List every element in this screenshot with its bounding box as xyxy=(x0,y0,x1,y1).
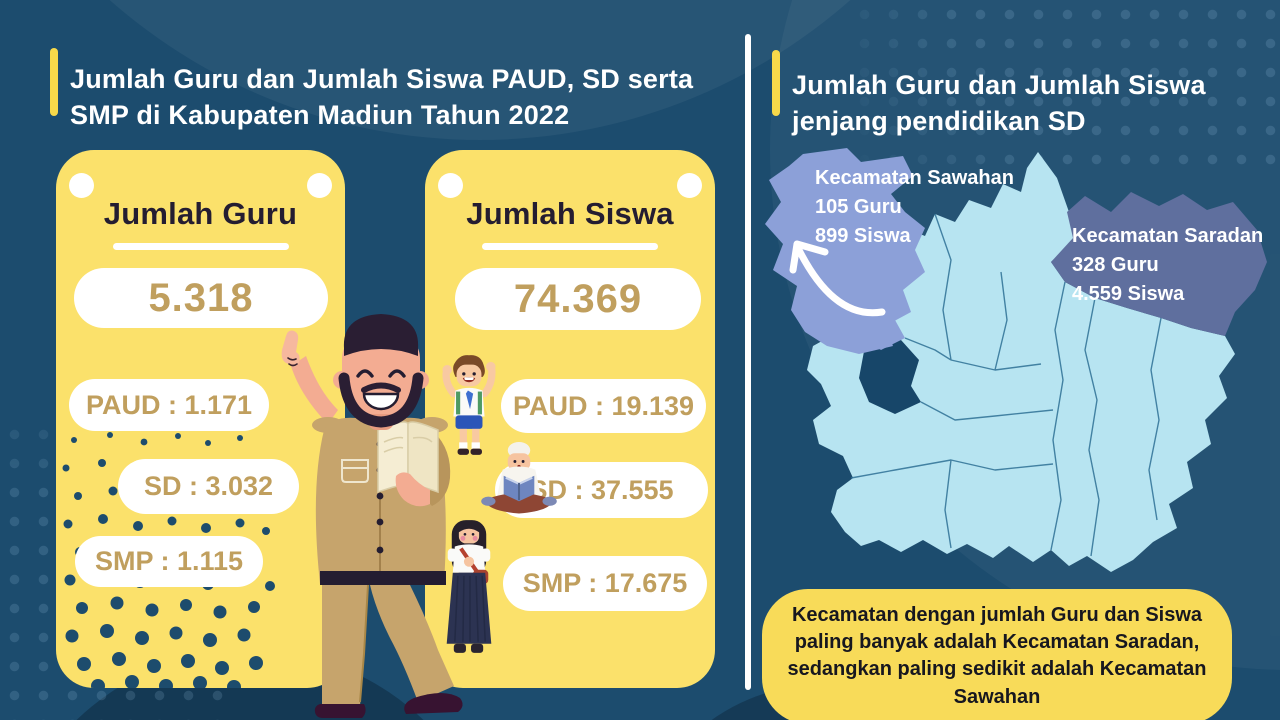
guru-paud-pill: PAUD : 1.171 xyxy=(69,379,269,431)
card-pin-circle xyxy=(307,173,332,198)
cheering-boy-illustration xyxy=(442,355,496,455)
saradan-label: Kecamatan Saradan 328 Guru 4.559 Siswa xyxy=(1072,222,1263,309)
left-title-accent-bar xyxy=(50,48,58,116)
guru-total-pill: 5.318 xyxy=(74,268,328,328)
saradan-guru: 328 Guru xyxy=(1072,254,1159,276)
guru-smp-pill: SMP : 1.115 xyxy=(75,536,263,587)
left-panel-title: Jumlah Guru dan Jumlah Siswa PAUD, SD se… xyxy=(70,64,694,130)
siswa-total-pill: 74.369 xyxy=(455,268,701,330)
siswa-smp-pill: SMP : 17.675 xyxy=(503,556,707,611)
standing-girl-illustration xyxy=(446,520,492,653)
guru-sd-pill: SD : 3.032 xyxy=(118,459,299,514)
right-title-accent-bar xyxy=(772,50,780,116)
saradan-name: Kecamatan Saradan xyxy=(1072,225,1264,247)
sawahan-label: Kecamatan Sawahan 105 Guru 899 Siswa xyxy=(815,164,1014,251)
card-pin-circle xyxy=(677,173,702,198)
siswa-card-title: Jumlah Siswa xyxy=(466,196,674,231)
map-saradan-district xyxy=(1051,192,1267,336)
conclusion-box: Kecamatan dengan jumlah Guru dan Siswa p… xyxy=(762,589,1232,720)
card-pin-circle xyxy=(438,173,463,198)
guru-card: Jumlah Guru 5.318 PAUD : 1.171 SD : 3.03… xyxy=(56,150,345,688)
sawahan-name: Kecamatan Sawahan xyxy=(815,167,1014,189)
madiun-district-map xyxy=(765,148,1267,572)
map-arrow xyxy=(789,240,886,317)
guru-card-title: Jumlah Guru xyxy=(103,196,298,231)
right-panel-title: Jumlah Guru dan Jumlah Siswa jenjang pen… xyxy=(792,70,1206,137)
card-title-underline xyxy=(113,243,289,250)
card-pin-circle xyxy=(69,173,94,198)
siswa-paud-pill: PAUD : 19.139 xyxy=(501,379,706,433)
sawahan-siswa: 899 Siswa xyxy=(815,225,911,247)
reading-boy-illustration xyxy=(481,442,557,514)
card-title-underline xyxy=(482,243,658,250)
saradan-siswa: 4.559 Siswa xyxy=(1072,283,1185,305)
sawahan-guru: 105 Guru xyxy=(815,196,902,218)
map-dark-district xyxy=(859,340,921,414)
panel-divider xyxy=(745,34,751,690)
map-sawahan-enlarged xyxy=(765,148,925,354)
teacher-illustration xyxy=(281,314,463,718)
